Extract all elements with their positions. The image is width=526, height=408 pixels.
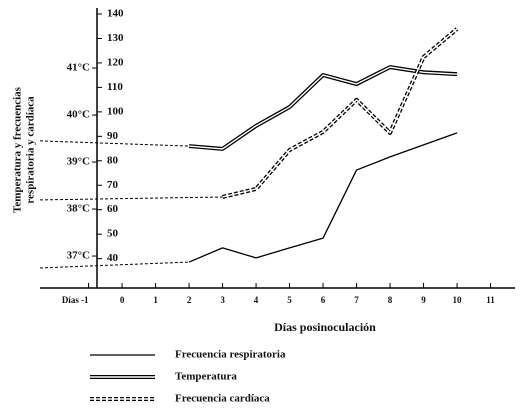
legend-label: Temperatura [175, 371, 237, 383]
x-tick-label: 4 [254, 295, 259, 305]
y-tick-label: 140 [107, 8, 124, 20]
line [39, 196, 223, 201]
y-axis-title: Temperatura y frecuencias respiratoria y… [12, 86, 37, 213]
y-tick-label: 120 [107, 56, 124, 68]
legend-label: Frecuencia cardíaca [175, 393, 270, 405]
line [188, 132, 458, 263]
y-tick-label: 130 [107, 32, 124, 44]
x-tick-label: 11 [486, 295, 495, 305]
y2-tick-label: 37°C [67, 250, 90, 262]
y-tick-label: 110 [107, 81, 123, 93]
line [188, 65, 458, 151]
x-tick-label: Días -1 [62, 295, 89, 305]
x-tick-label: 0 [120, 295, 125, 305]
x-tick-label: 5 [287, 295, 292, 305]
y-tick-label: 100 [107, 105, 124, 117]
x-axis-title: Días posinoculación [274, 320, 376, 334]
x-tick-label: 7 [354, 295, 359, 305]
line [222, 28, 458, 198]
y2-tick-label: 39°C [67, 156, 90, 168]
line [189, 66, 458, 150]
y-axis-title-line: Temperatura y frecuencias [12, 86, 24, 213]
y2-tick-label: 38°C [67, 203, 90, 215]
y-tick-label: 60 [107, 203, 119, 215]
x-tick-label: 3 [220, 295, 225, 305]
line [222, 27, 459, 199]
y-tick-label: 40 [107, 252, 119, 264]
x-tick-label: 10 [453, 295, 463, 305]
x-tick-label: 9 [421, 295, 426, 305]
y-tick-label: 70 [107, 179, 119, 191]
y-axis-title-line: respiratoria y cardíaca [25, 96, 37, 204]
y2-tick-label: 40°C [67, 109, 90, 121]
y2-tick-label: 41°C [67, 62, 90, 74]
y-tick-label: 80 [107, 154, 119, 166]
x-tick-label: 1 [153, 295, 158, 305]
x-tick-label: 2 [187, 295, 192, 305]
x-tick-label: 8 [388, 295, 393, 305]
x-tick-label: 6 [321, 295, 326, 305]
y-tick-label: 90 [107, 130, 119, 142]
legend-label: Frecuencia respiratoria [175, 349, 286, 361]
y-tick-label: 50 [107, 228, 119, 240]
